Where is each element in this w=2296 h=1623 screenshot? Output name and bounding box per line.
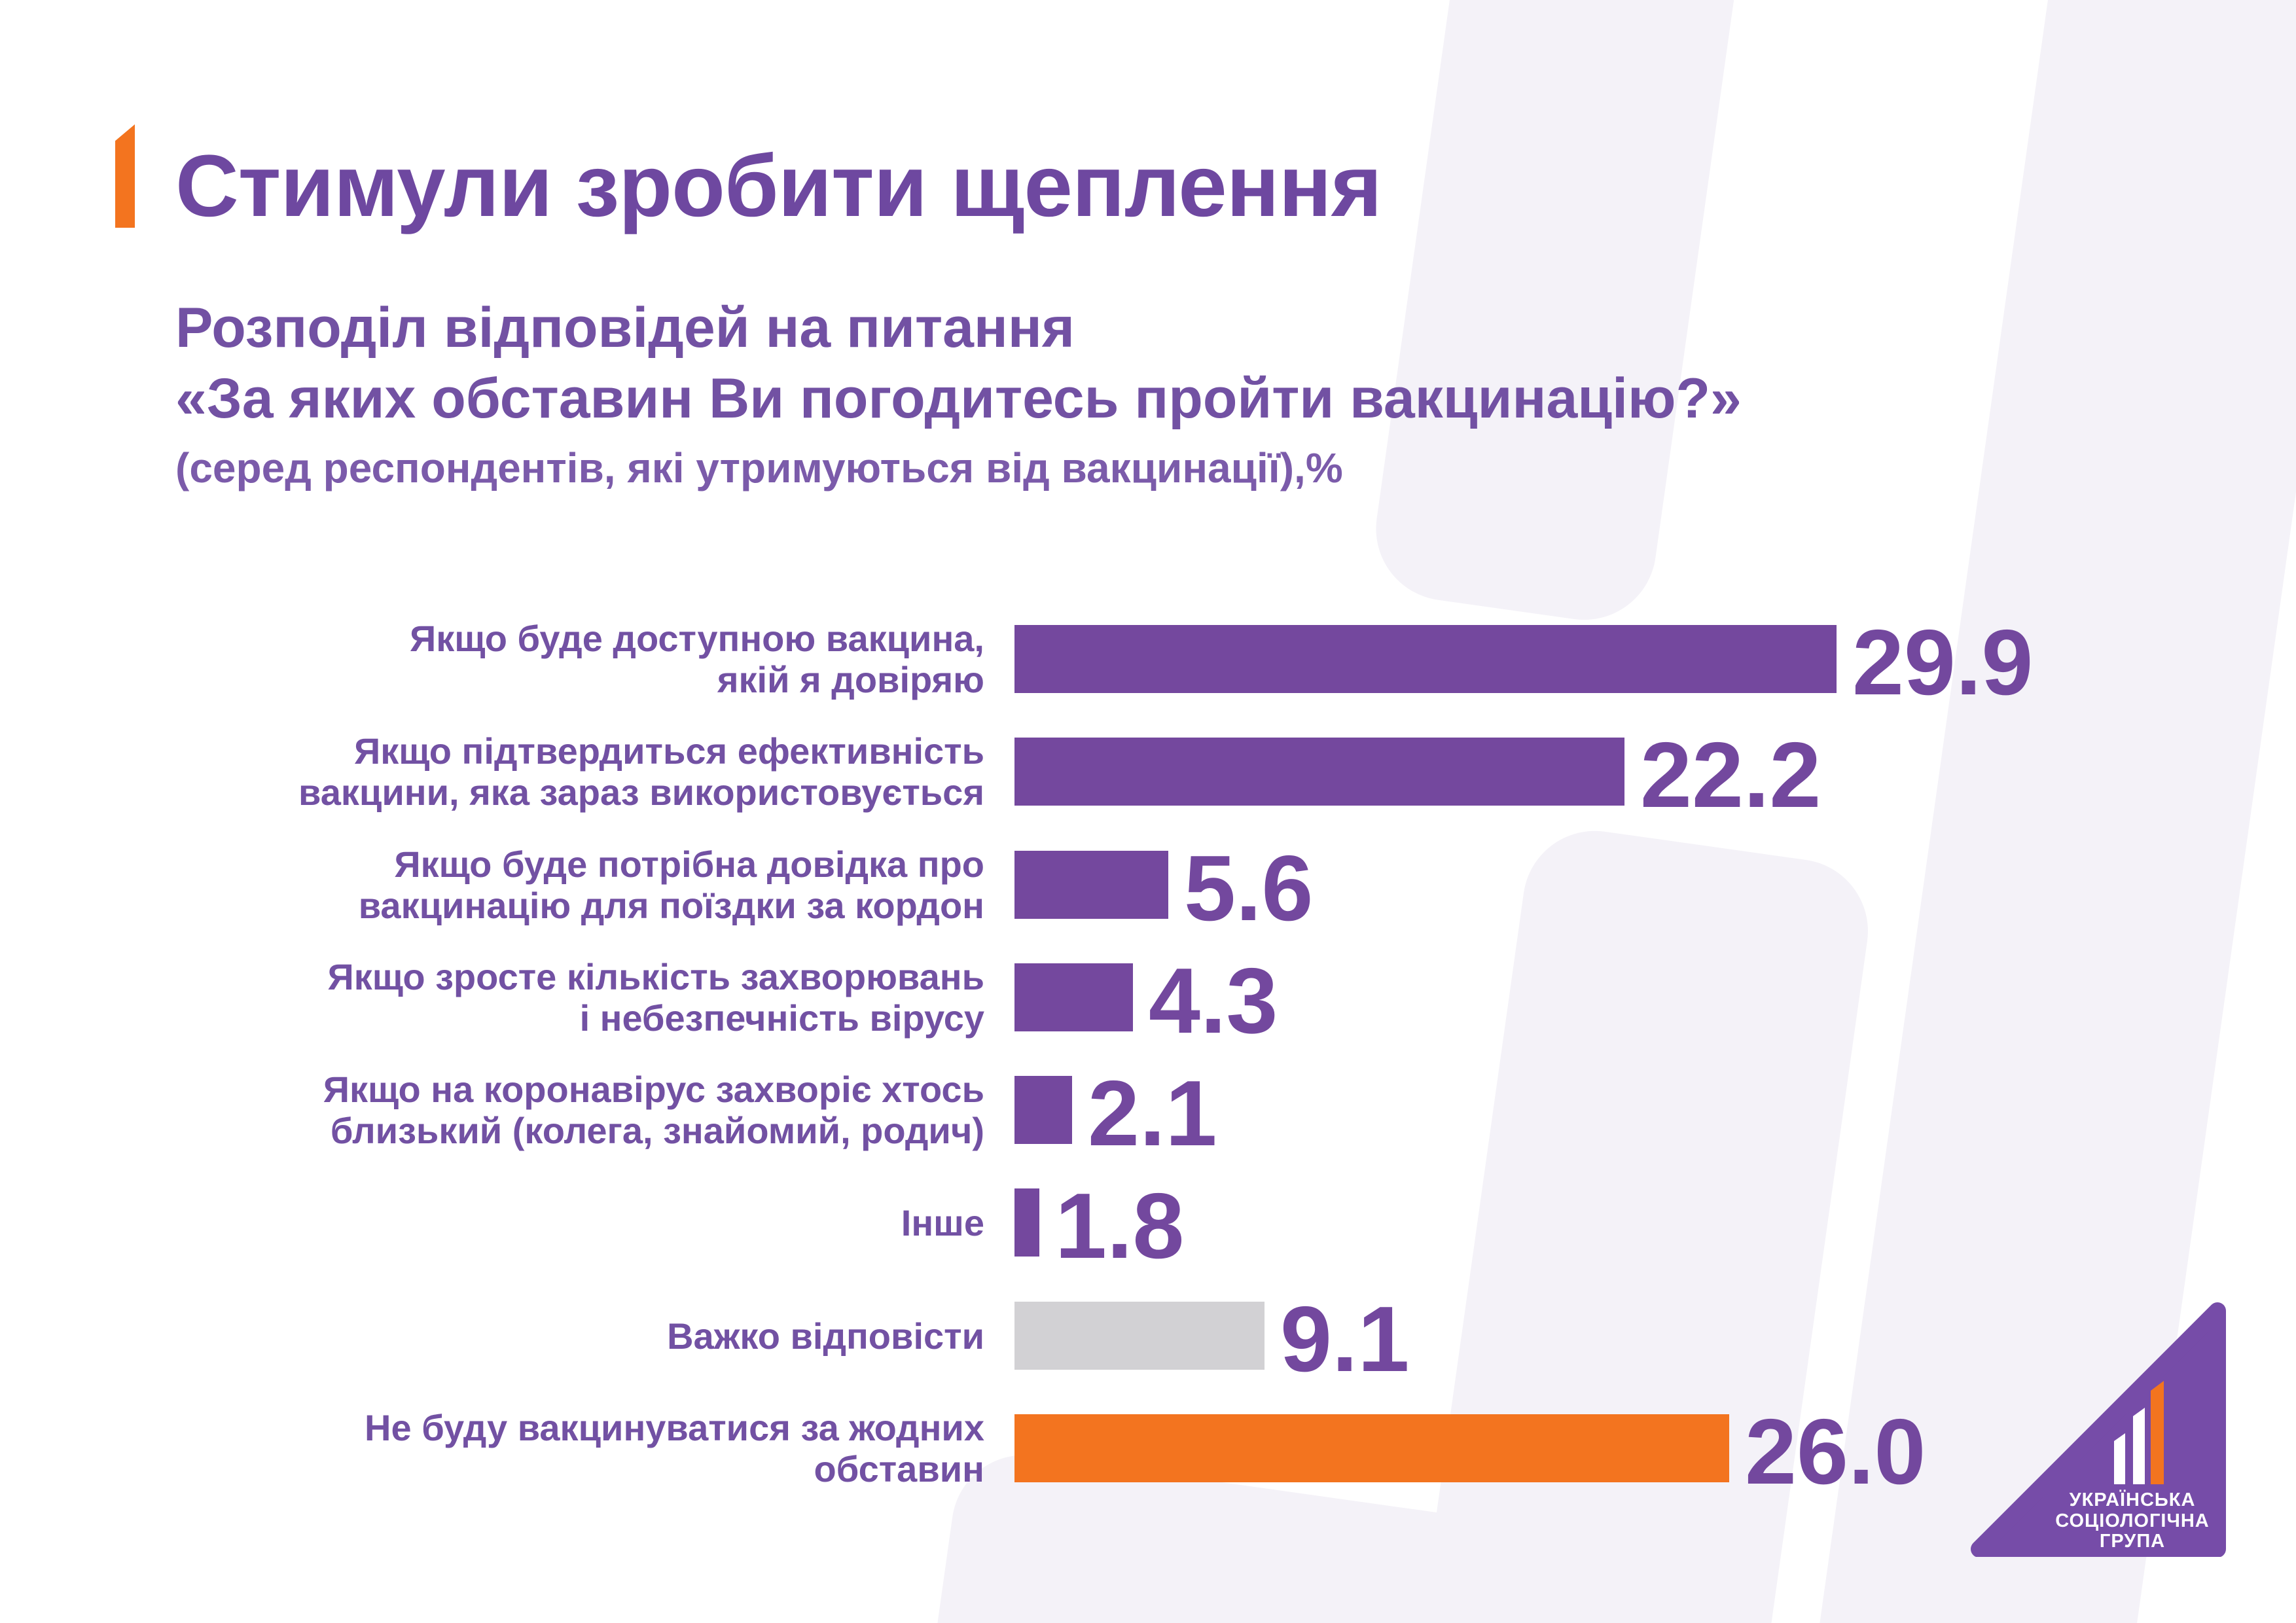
chart-row: Важко відповісти 9.1 — [105, 1293, 1409, 1386]
bar-value: 29.9 — [1852, 611, 2034, 715]
bar-value: 9.1 — [1280, 1287, 1410, 1391]
bar — [1014, 738, 1624, 806]
bar-label: Не буду вакцинуватися за жодних обставин — [365, 1407, 984, 1489]
usg-logo: УКРАЇНСЬКА СОЦІОЛОГІЧНА ГРУПА — [1971, 1302, 2226, 1557]
bar-label: Якщо зросте кількість захворювань і небе… — [327, 956, 984, 1039]
bar-value: 1.8 — [1055, 1174, 1185, 1278]
bar-value: 5.6 — [1184, 836, 1314, 940]
watermark-band-top — [1367, 0, 1808, 630]
bar-value: 26.0 — [1745, 1400, 1926, 1504]
logo-text-line1: УКРАЇНСЬКА — [2070, 1489, 2196, 1510]
bar — [1014, 1188, 1039, 1257]
chart-row: Якщо зросте кількість захворювань і небе… — [105, 955, 1278, 1048]
bar — [1014, 625, 1837, 693]
bar-label: Якщо буде доступною вакцина, якій я дові… — [409, 618, 984, 700]
subtitle-line-3: (серед респондентів, які утримуються від… — [175, 444, 1343, 491]
bar — [1014, 1414, 1729, 1482]
bar-label: Важко відповісти — [667, 1315, 984, 1357]
chart-row: Якщо підтвердиться ефективність вакцини,… — [105, 729, 1821, 822]
title-accent-bar — [115, 124, 135, 228]
chart-row: Не буду вакцинуватися за жодних обставин… — [105, 1406, 1926, 1499]
page-title: Стимули зробити щеплення — [175, 137, 1382, 235]
bar — [1014, 963, 1133, 1031]
chart-row: Якщо на коронавірус захворіє хтось близь… — [105, 1067, 1217, 1160]
chart-row: Якщо буде потрібна довідка про вакцинаці… — [105, 842, 1314, 935]
bar-value: 4.3 — [1149, 949, 1278, 1053]
bar-value: 2.1 — [1088, 1061, 1217, 1166]
chart-row: Якщо буде доступною вакцина, якій я дові… — [105, 616, 2033, 709]
logo-text-line3: ГРУПА — [2100, 1531, 2165, 1552]
ascending-bars-icon — [2114, 1381, 2164, 1484]
bar — [1014, 1302, 1265, 1370]
bar-label: Інше — [901, 1202, 984, 1243]
logo-text-line2: СОЦІОЛОГІЧНА — [2055, 1510, 2210, 1531]
bar-label: Якщо буде потрібна довідка про вакцинаці… — [358, 844, 984, 926]
bar-value: 22.2 — [1640, 723, 1821, 827]
bar-label: Якщо на коронавірус захворіє хтось близь… — [323, 1069, 984, 1151]
logo-triangle — [1971, 1302, 2226, 1557]
subtitle-line-2: «За яких обставин Ви погодитесь пройти в… — [175, 367, 1742, 430]
chart-row: Інше 1.8 — [105, 1174, 1185, 1278]
bar — [1014, 1076, 1072, 1144]
subtitle-line-1: Розподіл відповідей на питання — [175, 296, 1075, 359]
bar — [1014, 851, 1168, 919]
bar-label: Якщо підтвердиться ефективність вакцини,… — [298, 730, 984, 813]
